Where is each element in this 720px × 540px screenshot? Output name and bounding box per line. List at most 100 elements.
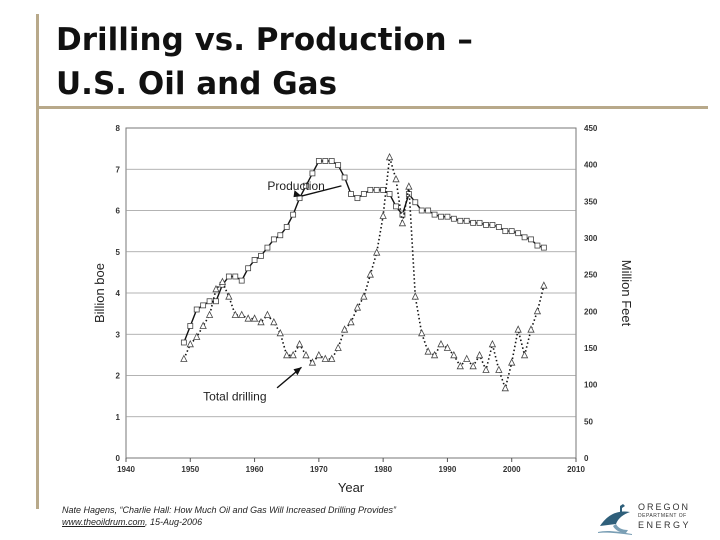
drilling-point-1949 [180,354,188,362]
production-point-1953 [206,298,213,305]
logo-line-energy: ENERGY [638,520,692,530]
production-point-1992 [457,217,464,224]
logo-line-oregon: OREGON [638,502,691,512]
drilling-point-2003 [527,325,535,333]
drilling-point-1963 [270,317,278,326]
drilling-point-1999 [501,383,509,392]
production-point-1972 [328,158,335,164]
drilling-point-2000 [508,358,516,366]
drilling-point-1992 [456,361,464,370]
left-tick-label-8: 8 [116,124,121,133]
right-tick-label-100: 100 [584,381,598,390]
production-point-2001 [515,230,522,237]
x-tick-label-2010: 2010 [567,465,585,474]
drilling-point-1957 [231,310,239,318]
production-point-1997 [489,222,496,228]
drilling-point-1951 [193,332,201,340]
right-tick-label-250: 250 [584,271,598,280]
drilling-point-1968 [302,350,310,359]
production-point-1964 [277,232,284,239]
annotation-arrowhead-drilling [293,367,302,376]
citation-text: Nate Hagens, “Charlie Hall: How Much Oil… [62,505,397,515]
drilling-point-1965 [283,350,291,359]
x-tick-label-1940: 1940 [117,465,135,474]
drilling-point-1995 [475,350,484,359]
left-tick-label-7: 7 [116,165,121,174]
production-point-1949 [180,339,187,346]
production-point-1983 [399,211,406,218]
y-axis-left-label: Billion boe [92,263,107,323]
drilling-point-1961 [257,317,265,326]
right-tick-label-350: 350 [584,197,598,206]
drilling-point-1973 [334,343,342,351]
drilling-point-1964 [276,328,284,337]
production-point-1970 [315,158,322,164]
heron-icon [598,504,632,535]
slide-title-line-2: U.S. Oil and Gas [56,66,338,102]
production-point-1975 [348,191,354,197]
right-tick-label-300: 300 [584,234,598,243]
left-tick-label-5: 5 [116,248,121,257]
drilling-point-1955 [218,277,227,285]
production-point-1974 [341,174,348,181]
left-tick-label-4: 4 [116,289,121,298]
drilling-point-1981 [385,152,394,161]
production-point-1987 [425,207,432,214]
drilling-point-1978 [366,270,374,278]
drilling-point-1988 [430,350,439,359]
production-point-1978 [367,186,374,193]
production-point-1958 [238,277,245,284]
drilling-point-1969 [308,358,317,366]
drilling-point-1984 [405,182,413,190]
drilling-point-1970 [315,350,323,359]
drilling-point-1977 [360,292,368,300]
annotation-total-drilling: Total drilling [203,389,266,403]
production-point-1981 [386,191,393,197]
oregon-energy-logo: OREGON DEPARTMENT OF ENERGY [596,500,718,538]
production-point-1968 [303,182,309,189]
drilling-point-1990 [443,343,452,351]
right-tick-label-400: 400 [584,161,598,170]
right-tick-label-450: 450 [584,124,598,133]
left-tick-label-6: 6 [116,207,121,216]
production-point-1966 [290,211,297,218]
production-point-1952 [200,302,207,309]
drilling-point-1998 [495,365,503,373]
drilling-point-1960 [250,314,259,322]
right-tick-label-150: 150 [584,344,598,353]
x-tick-label-1990: 1990 [439,465,457,474]
x-tick-label-1960: 1960 [246,465,264,474]
production-point-1999 [502,228,509,235]
production-point-1986 [418,207,425,214]
production-point-1971 [322,158,329,164]
production-point-1988 [431,211,438,218]
citation-link[interactable]: www.theoildrum.com [62,517,146,527]
x-tick-label-2000: 2000 [503,465,521,474]
production-point-1979 [373,186,380,193]
production-point-1956 [225,273,232,280]
drilling-point-1980 [379,211,387,219]
left-tick-label-2: 2 [116,372,121,381]
drilling-point-1996 [482,365,490,373]
production-point-1951 [193,306,200,313]
drilling-point-1950 [186,339,194,348]
production-point-1954 [213,298,219,305]
production-point-1962 [264,244,271,251]
drilling-point-1972 [328,354,336,362]
drilling-point-1979 [373,248,381,256]
production-point-1957 [232,273,239,280]
x-tick-label-1980: 1980 [374,465,392,474]
production-point-1980 [380,186,387,193]
drilling-point-1983 [398,218,407,227]
production-point-1965 [283,224,290,230]
y-axis-right-label: Million Feet [619,260,634,327]
drilling-point-1985 [411,292,419,300]
production-point-2003 [528,236,534,243]
right-tick-label-0: 0 [584,454,589,463]
drilling-point-1994 [469,361,477,370]
drilling-point-1987 [424,347,432,355]
accent-vertical-rule [36,14,39,509]
production-point-1991 [450,215,457,222]
drilling-point-1971 [321,354,329,362]
drilling-point-1962 [263,310,272,318]
